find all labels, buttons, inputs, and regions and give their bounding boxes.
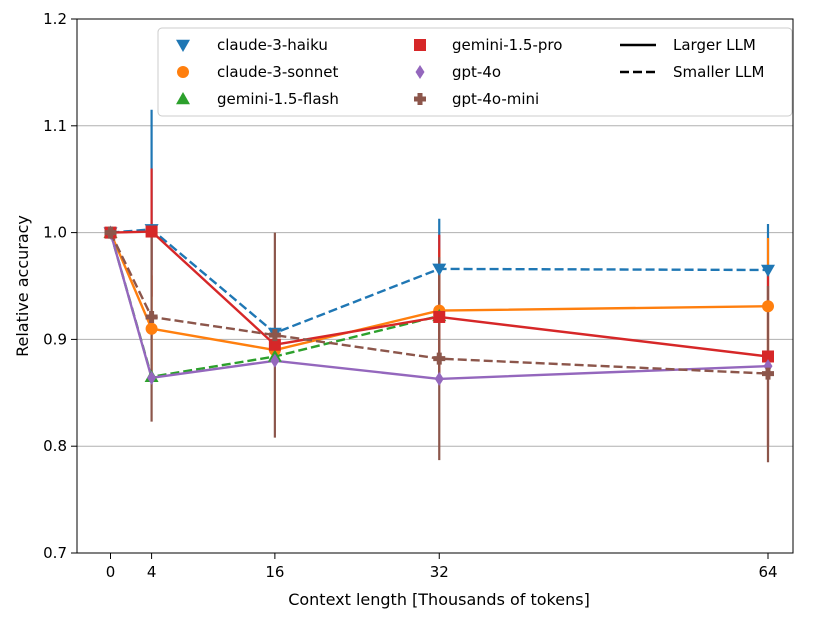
legend-marker [414,93,426,105]
ticks: 0.7 0.8 0.9 1.0 1.1 1.2 0 4 16 32 64 [43,10,777,581]
data-point [761,264,775,277]
grid [77,125,793,447]
x-tick-label: 32 [430,563,449,581]
data-point [433,352,446,365]
data-point [762,300,774,313]
data-point [270,353,280,368]
legend: claude-3-haiku claude-3-sonnet gemini-1.5-… [157,27,793,117]
legend-label: gemini-1.5-pro [452,36,562,54]
data-point [762,367,774,380]
series-markers [103,224,775,386]
y-axis-label: Relative accuracy [13,215,32,357]
x-tick-label: 4 [147,563,157,581]
data-point [762,350,774,363]
legend-label: Larger LLM [673,36,756,54]
data-point [145,310,158,323]
legend-label: claude-3-haiku [217,36,328,54]
legend-marker [177,66,189,78]
data-point [145,225,158,238]
legend-label: claude-3-sonnet [217,63,338,81]
data-point [145,322,158,335]
legend-marker [415,65,425,79]
y-tick-label: 1.0 [43,224,67,242]
y-tick-label: 1.2 [43,10,67,28]
y-tick-label: 0.9 [43,330,67,348]
data-point [433,310,446,323]
plot-frame [76,18,794,554]
y-tick-label: 0.8 [43,437,67,455]
x-tick-label: 64 [758,563,777,581]
legend-label: gpt-4o-mini [452,90,539,108]
x-axis-label: Context length [Thousands of tokens] [288,590,590,609]
data-point [268,329,281,342]
y-tick-label: 0.7 [43,544,67,562]
data-point [434,371,444,386]
data-point [268,338,281,351]
y-tick-label: 1.1 [43,117,67,135]
series-line [109,232,440,378]
data-point [432,263,447,276]
series-line [109,232,769,375]
data-point [104,226,117,239]
legend-marker [414,39,426,51]
legend-marker [176,92,190,105]
legend-label: gpt-4o [452,63,501,81]
legend-label: gemini-1.5-flash [217,90,339,108]
x-tick-label: 0 [106,563,116,581]
legend-label: Smaller LLM [673,63,764,81]
x-tick-label: 16 [265,563,284,581]
legend-marker [176,39,190,52]
data-point [147,370,157,385]
legend-box [157,27,793,117]
